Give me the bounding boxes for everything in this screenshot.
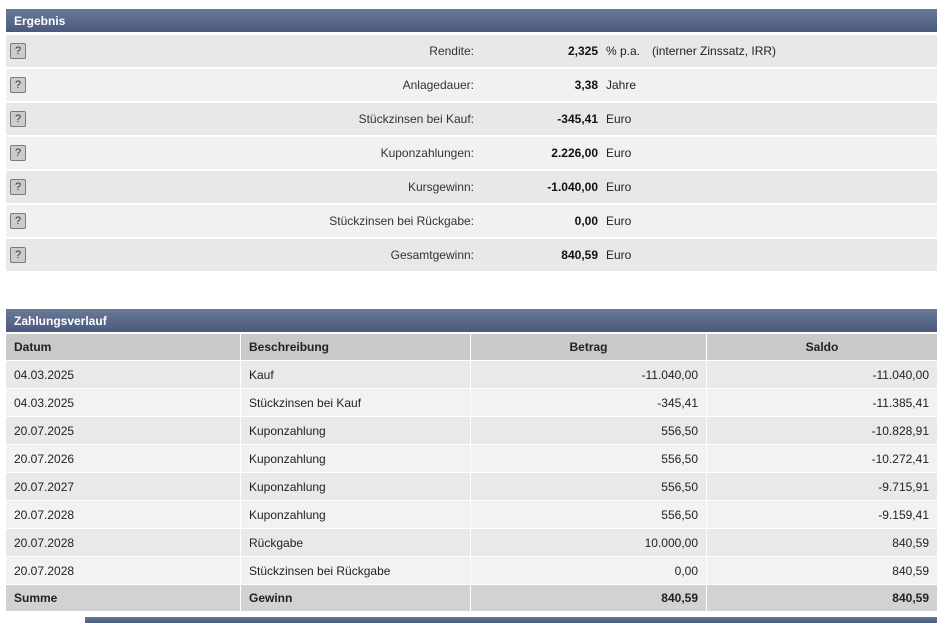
table-summary-row: Summe Gewinn 840,59 840,59 [6,585,937,611]
next-section-header-partial [85,617,937,623]
result-value: -345,41 [557,112,598,126]
result-value: 840,59 [561,248,598,262]
result-unit: Euro [606,248,632,262]
payment-history-panel: Zahlungsverlauf Datum Beschreibung Betra… [6,309,937,612]
result-rows: ? Rendite: 2,325 % p.a. (interner Zinssa… [6,35,937,271]
payment-history-title: Zahlungsverlauf [6,309,937,332]
payment-history-table: Datum Beschreibung Betrag Saldo 04.03.20… [6,334,937,611]
column-header-datum: Datum [6,334,240,360]
cell-beschreibung: Stückzinsen bei Rückgabe [241,557,470,584]
result-label: Anlagedauer: [402,78,474,92]
result-value: 2,325 [567,44,598,58]
help-button[interactable]: ? [10,247,26,263]
result-label: Gesamtgewinn: [390,248,474,262]
table-row: 20.07.2026 Kuponzahlung 556,50 -10.272,4… [6,445,937,472]
cell-saldo: -11.040,00 [707,361,937,388]
cell-beschreibung: Stückzinsen bei Kauf [241,389,470,416]
column-header-saldo: Saldo [707,334,937,360]
table-row: 20.07.2028 Kuponzahlung 556,50 -9.159,41 [6,501,937,528]
table-row: 20.07.2027 Kuponzahlung 556,50 -9.715,91 [6,473,937,500]
summary-description: Gewinn [241,585,470,611]
cell-saldo: -9.715,91 [707,473,937,500]
cell-betrag: -345,41 [471,389,706,416]
cell-betrag: 0,00 [471,557,706,584]
help-button[interactable]: ? [10,145,26,161]
result-label: Kursgewinn: [407,180,474,194]
summary-saldo: 840,59 [707,585,937,611]
result-row-kuponzahlungen: ? Kuponzahlungen: 2.226,00 Euro [6,137,937,169]
result-value: -1.040,00 [547,180,598,194]
cell-beschreibung: Kuponzahlung [241,445,470,472]
result-unit: Euro [606,146,632,160]
result-label: Kuponzahlungen: [380,146,474,160]
cell-beschreibung: Rückgabe [241,529,470,556]
column-header-betrag: Betrag [471,334,706,360]
cell-saldo: -10.828,91 [707,417,937,444]
table-row: 04.03.2025 Stückzinsen bei Kauf -345,41 … [6,389,937,416]
cell-beschreibung: Kuponzahlung [241,473,470,500]
cell-saldo: -9.159,41 [707,501,937,528]
help-button[interactable]: ? [10,111,26,127]
result-row-stueckzinsen-rueckgabe: ? Stückzinsen bei Rückgabe: 0,00 Euro [6,205,937,237]
result-unit: Euro [606,180,632,194]
cell-datum: 04.03.2025 [6,361,240,388]
table-row: 04.03.2025 Kauf -11.040,00 -11.040,00 [6,361,937,388]
cell-beschreibung: Kuponzahlung [241,417,470,444]
result-row-anlagedauer: ? Anlagedauer: 3,38 Jahre [6,69,937,101]
cell-saldo: 840,59 [707,529,937,556]
cell-saldo: -11.385,41 [707,389,937,416]
cell-saldo: -10.272,41 [707,445,937,472]
result-panel-title: Ergebnis [6,9,937,32]
column-header-beschreibung: Beschreibung [241,334,470,360]
table-row: 20.07.2025 Kuponzahlung 556,50 -10.828,9… [6,417,937,444]
cell-saldo: 840,59 [707,557,937,584]
result-panel: Ergebnis ? Rendite: 2,325 % p.a. (intern… [6,9,937,273]
result-row-stueckzinsen-kauf: ? Stückzinsen bei Kauf: -345,41 Euro [6,103,937,135]
summary-label: Summe [6,585,240,611]
cell-beschreibung: Kauf [241,361,470,388]
cell-datum: 20.07.2028 [6,529,240,556]
cell-datum: 20.07.2025 [6,417,240,444]
cell-datum: 20.07.2026 [6,445,240,472]
cell-betrag: -11.040,00 [471,361,706,388]
cell-betrag: 556,50 [471,501,706,528]
cell-betrag: 556,50 [471,417,706,444]
result-label: Stückzinsen bei Kauf: [358,112,474,126]
result-row-kursgewinn: ? Kursgewinn: -1.040,00 Euro [6,171,937,203]
result-label: Rendite: [429,44,474,58]
summary-betrag: 840,59 [471,585,706,611]
cell-betrag: 556,50 [471,473,706,500]
cell-datum: 04.03.2025 [6,389,240,416]
result-row-gesamtgewinn: ? Gesamtgewinn: 840,59 Euro [6,239,937,271]
result-row-rendite: ? Rendite: 2,325 % p.a. (interner Zinssa… [6,35,937,67]
cell-betrag: 556,50 [471,445,706,472]
cell-betrag: 10.000,00 [471,529,706,556]
help-button[interactable]: ? [10,43,26,59]
result-note: (interner Zinssatz, IRR) [652,44,777,58]
help-button[interactable]: ? [10,77,26,93]
help-button[interactable]: ? [10,213,26,229]
result-value: 3,38 [574,78,598,92]
table-row: 20.07.2028 Rückgabe 10.000,00 840,59 [6,529,937,556]
table-row: 20.07.2028 Stückzinsen bei Rückgabe 0,00… [6,557,937,584]
result-label: Stückzinsen bei Rückgabe: [329,214,474,228]
help-button[interactable]: ? [10,179,26,195]
cell-datum: 20.07.2028 [6,557,240,584]
result-unit: Jahre [606,78,637,92]
result-unit: Euro [606,214,632,228]
result-unit: % p.a. [606,44,641,58]
result-unit: Euro [606,112,632,126]
cell-beschreibung: Kuponzahlung [241,501,470,528]
cell-datum: 20.07.2027 [6,473,240,500]
table-header-row: Datum Beschreibung Betrag Saldo [6,334,937,360]
result-value: 2.226,00 [551,146,598,160]
result-value: 0,00 [574,214,598,228]
cell-datum: 20.07.2028 [6,501,240,528]
